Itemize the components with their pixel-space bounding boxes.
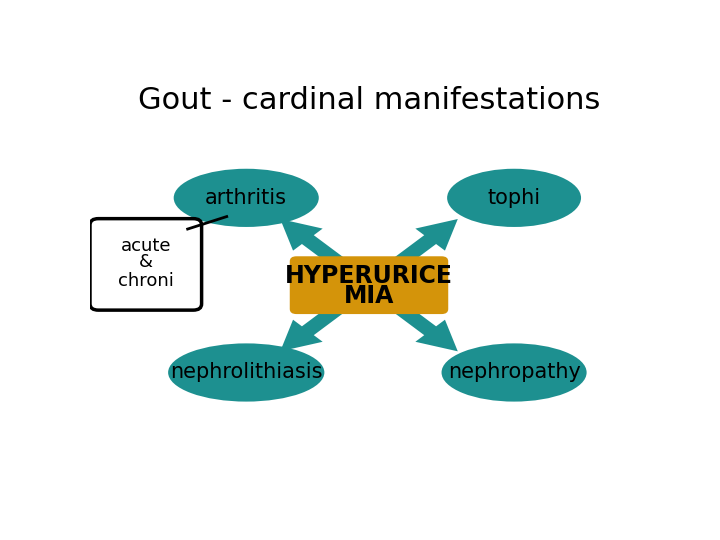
Text: arthritis: arthritis: [205, 188, 287, 208]
Text: HYPERURICE: HYPERURICE: [285, 264, 453, 288]
Ellipse shape: [168, 343, 324, 402]
FancyBboxPatch shape: [90, 219, 202, 310]
Text: acute: acute: [120, 237, 171, 255]
Text: &: &: [139, 253, 153, 271]
Text: chroni: chroni: [118, 272, 174, 290]
Polygon shape: [280, 219, 458, 352]
Text: nephropathy: nephropathy: [448, 362, 580, 382]
Ellipse shape: [447, 168, 581, 227]
Polygon shape: [280, 219, 458, 352]
FancyBboxPatch shape: [289, 256, 449, 314]
Ellipse shape: [441, 343, 587, 402]
Text: tophi: tophi: [487, 188, 541, 208]
Text: MIA: MIA: [344, 284, 394, 308]
Ellipse shape: [174, 168, 319, 227]
Text: Gout - cardinal manifestations: Gout - cardinal manifestations: [138, 85, 600, 114]
Text: nephrolithiasis: nephrolithiasis: [170, 362, 323, 382]
